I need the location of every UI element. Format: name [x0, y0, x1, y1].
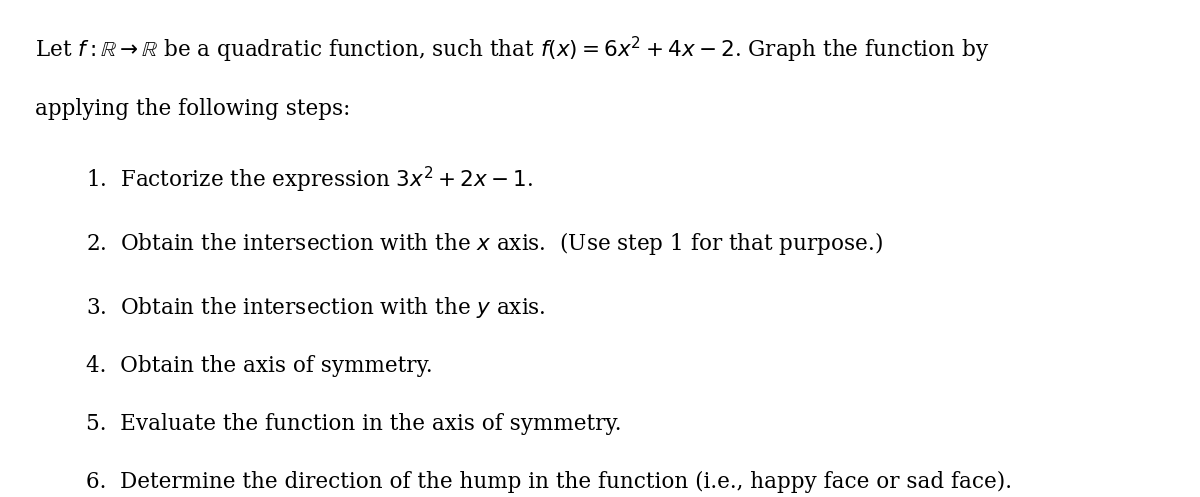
Text: 5.  Evaluate the function in the axis of symmetry.: 5. Evaluate the function in the axis of …	[86, 413, 622, 435]
Text: 2.  Obtain the intersection with the $x$ axis.  (Use step 1 for that purpose.): 2. Obtain the intersection with the $x$ …	[86, 230, 883, 257]
Text: 1.  Factorize the expression $3x^2 + 2x - 1$.: 1. Factorize the expression $3x^2 + 2x -…	[86, 165, 533, 195]
Text: 4.  Obtain the axis of symmetry.: 4. Obtain the axis of symmetry.	[86, 355, 433, 377]
Text: applying the following steps:: applying the following steps:	[35, 98, 350, 120]
Text: Let $f : \mathbb{R} \rightarrow \mathbb{R}$ be a quadratic function, such that $: Let $f : \mathbb{R} \rightarrow \mathbb{…	[35, 35, 990, 65]
Text: 3.  Obtain the intersection with the $y$ axis.: 3. Obtain the intersection with the $y$ …	[86, 295, 546, 320]
Text: 6.  Determine the direction of the hump in the function (i.e., happy face or sad: 6. Determine the direction of the hump i…	[86, 471, 1013, 493]
